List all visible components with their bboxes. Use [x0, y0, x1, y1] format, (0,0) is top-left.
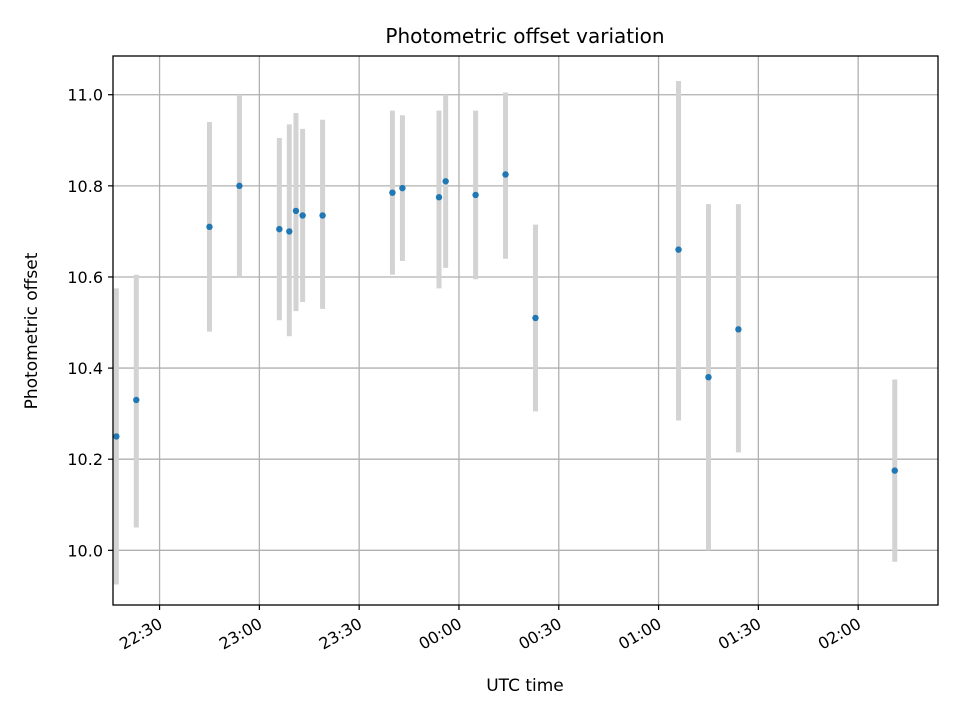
y-tick-label: 10.8 — [67, 177, 103, 196]
data-point — [442, 178, 449, 185]
data-point — [435, 194, 443, 201]
data-points — [113, 171, 898, 474]
data-point — [299, 212, 306, 219]
plot-frame — [112, 55, 939, 606]
data-point — [532, 314, 539, 322]
data-point — [472, 191, 479, 199]
x-axis-label: UTC time — [486, 676, 564, 696]
data-point — [389, 189, 396, 196]
chart-title: Photometric offset variation — [385, 24, 664, 48]
data-point — [675, 246, 682, 253]
grid — [113, 56, 938, 605]
data-point — [206, 223, 213, 231]
data-point — [113, 433, 120, 440]
data-point — [292, 207, 300, 215]
data-point — [286, 228, 293, 235]
y-tick-label: 10.2 — [67, 450, 103, 469]
data-point — [133, 396, 140, 404]
data-point — [891, 467, 898, 474]
data-point — [276, 225, 283, 233]
data-point — [735, 326, 742, 333]
data-point — [236, 182, 243, 190]
y-tick-label: 10.0 — [67, 541, 103, 560]
data-point — [399, 184, 406, 192]
data-point — [502, 171, 509, 178]
data-point — [705, 373, 712, 381]
y-tick-label: 10.6 — [67, 268, 103, 287]
y-tick-label: 11.0 — [67, 86, 103, 105]
y-axis-label: Photometric offset — [22, 252, 42, 409]
y-tick-label: 10.4 — [67, 359, 103, 378]
data-point — [319, 212, 326, 219]
